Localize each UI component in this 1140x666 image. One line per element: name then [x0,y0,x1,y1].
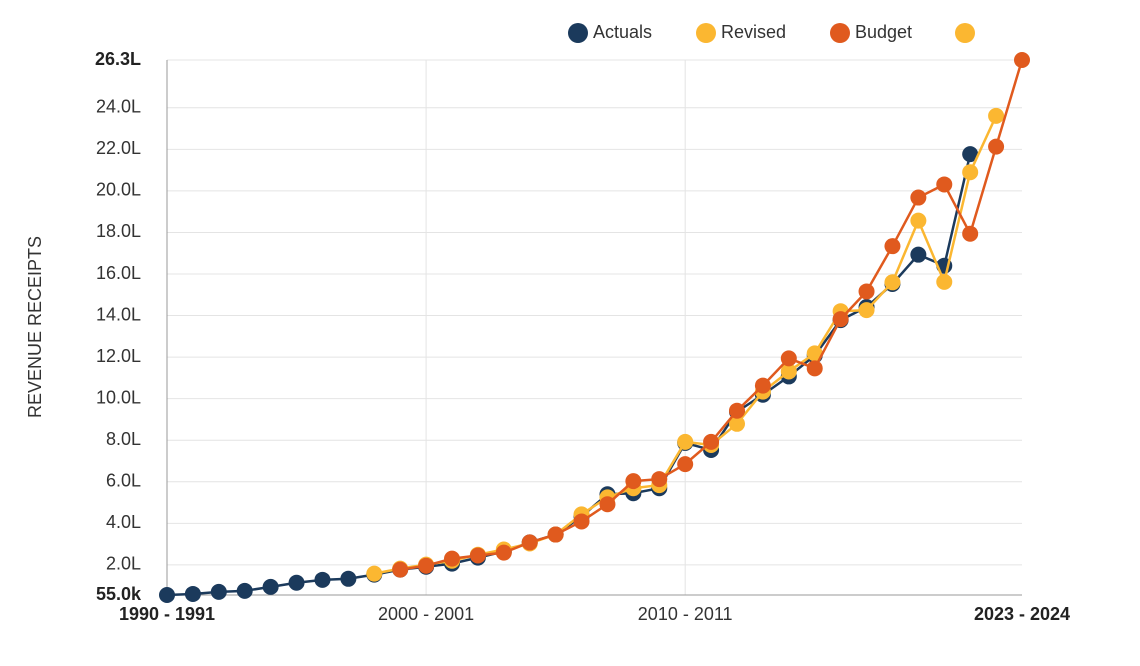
data-point [495,544,512,561]
data-point [159,587,175,603]
data-point [884,274,901,291]
data-point [780,350,797,367]
data-point [884,238,901,255]
y-tick-label: 6.0L [106,471,141,491]
legend-marker [696,23,716,43]
y-tick-label: 16.0L [96,263,141,283]
y-tick-label: 14.0L [96,304,141,324]
data-point [418,557,435,574]
series-line [399,59,1024,571]
legend-label: Budget [855,22,912,42]
data-point [729,415,745,432]
data-point [988,138,1005,155]
data-point [444,550,460,567]
data-point [210,583,227,600]
data-point [236,582,253,599]
data-point [314,571,331,588]
data-point [729,402,745,419]
data-point [936,273,953,290]
data-point [806,345,823,362]
legend-label: Revised [721,22,786,42]
y-tick-label: 22.0L [96,138,141,158]
legend-marker [830,23,850,43]
data-point [962,146,979,163]
data-point [677,456,694,473]
data-point [521,534,538,551]
data-point [910,189,927,206]
data-point [573,513,590,530]
data-point [340,570,357,587]
data-point [1014,52,1030,68]
y-tick-label: 18.0L [96,221,141,241]
data-point [184,585,201,602]
y-tick-label: 55.0k [96,584,142,604]
y-tick-label: 4.0L [106,512,141,532]
y-tick-label: 26.3L [95,49,141,69]
y-tick-label: 10.0L [96,387,141,407]
x-tick-label: 2023 - 2024 [974,604,1070,624]
y-tick-label: 2.0L [106,554,141,574]
legend-marker [955,23,975,43]
data-point [677,433,694,450]
data-point [858,302,875,319]
data-point [262,578,279,595]
data-point [962,225,979,242]
data-point [988,107,1005,124]
legend-marker [568,23,588,43]
data-point [910,212,927,229]
data-point [651,471,668,488]
data-point [288,574,305,591]
data-point [858,283,875,300]
data-point [754,377,771,394]
data-point [547,526,564,543]
data-point [392,561,409,578]
x-tick-label: 2000 - 2001 [378,604,474,624]
x-tick-label: 1990 - 1991 [119,604,215,624]
y-tick-label: 24.0L [96,97,141,117]
y-tick-label: 12.0L [96,346,141,366]
y-tick-label: 20.0L [96,180,141,200]
data-point [936,176,953,193]
data-point [910,246,927,263]
x-tick-label: 2010 - 2011 [638,604,733,624]
data-point [962,164,979,181]
data-point [625,473,642,490]
legend-label: Actuals [593,22,652,42]
legend: Actuals Revised Budget [568,22,975,43]
y-tick-label: 8.0L [106,429,141,449]
data-point [366,565,383,582]
data-point [780,363,797,380]
data-point [703,433,720,450]
data-point [806,360,823,377]
data-point [599,496,616,513]
data-point [832,311,849,328]
data-point [469,547,486,564]
y-axis-title: REVENUE RECEIPTS [25,236,45,418]
